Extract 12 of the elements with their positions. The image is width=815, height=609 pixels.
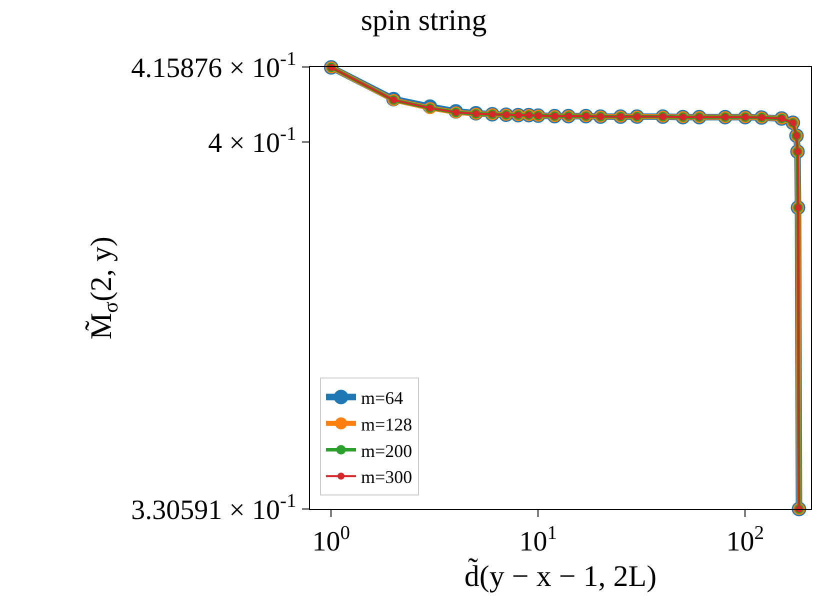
- y-tick-label: 4 × 10$^{-1}$: [208, 124, 296, 159]
- legend-label: m=64: [361, 388, 404, 408]
- x-tick-label: 10$^{0}$: [312, 522, 350, 558]
- y-tick-label: 3.30591 × 10$^{-1}$: [131, 491, 296, 526]
- x-tick-label: 10$^{2}$: [726, 522, 764, 558]
- legend-label: m=128: [361, 414, 412, 434]
- y-tick-label: 4.15876 × 10$^{-1}$: [131, 49, 296, 84]
- x-axis-title: d̃(y − x − 1, 2L): [464, 558, 657, 593]
- x-tick-label: 10$^{1}$: [519, 522, 558, 558]
- legend-label: m=200: [361, 440, 412, 461]
- legend-label: m=300: [361, 467, 412, 488]
- chart-title: spin string: [360, 4, 487, 38]
